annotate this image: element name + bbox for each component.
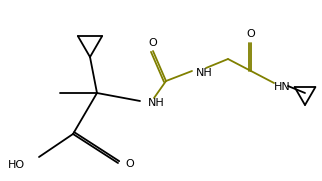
Text: NH: NH bbox=[196, 68, 213, 78]
Text: HO: HO bbox=[8, 160, 25, 170]
Text: O: O bbox=[247, 29, 255, 39]
Text: HN: HN bbox=[274, 82, 291, 92]
Text: NH: NH bbox=[148, 98, 165, 108]
Text: O: O bbox=[125, 159, 134, 169]
Text: O: O bbox=[148, 38, 157, 48]
